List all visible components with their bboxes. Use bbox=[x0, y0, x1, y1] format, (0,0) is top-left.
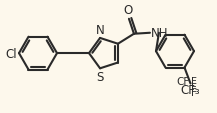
Text: NH: NH bbox=[151, 27, 168, 40]
Text: F: F bbox=[191, 76, 197, 86]
Text: CF: CF bbox=[176, 76, 189, 86]
Text: Cl: Cl bbox=[5, 47, 17, 60]
Text: F: F bbox=[191, 82, 197, 92]
Text: CF₃: CF₃ bbox=[181, 83, 200, 96]
Text: S: S bbox=[96, 70, 104, 83]
Text: F: F bbox=[191, 88, 197, 98]
Text: N: N bbox=[96, 24, 104, 37]
Text: O: O bbox=[123, 4, 133, 17]
